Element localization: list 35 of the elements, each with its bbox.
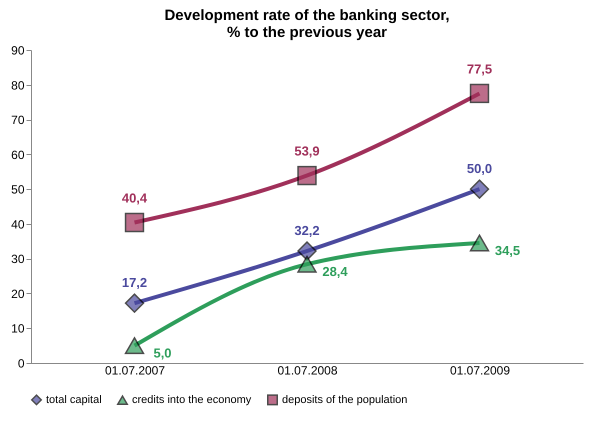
y-tick-label: 70 — [11, 113, 25, 128]
point — [470, 84, 490, 104]
point — [470, 179, 490, 199]
data-label: 17,2 — [122, 275, 148, 290]
point — [124, 337, 144, 354]
x-tick-label: 01.07.2008 — [277, 364, 338, 378]
y-tick-label: 30 — [11, 252, 25, 266]
y-tick-label: 40 — [11, 217, 25, 232]
point — [124, 212, 144, 232]
data-label: 32,2 — [294, 223, 320, 238]
data-label: 50,0 — [466, 161, 492, 176]
point — [297, 166, 317, 186]
point — [124, 293, 144, 313]
point — [470, 234, 490, 252]
y-tick-label: 50 — [11, 182, 25, 197]
data-label: 28,4 — [322, 264, 348, 280]
y-tick-label: 60 — [11, 148, 25, 162]
data-label: 5,0 — [153, 346, 172, 361]
y-tick-label: 20 — [11, 286, 25, 301]
y-tick-label: 90 — [11, 44, 25, 58]
y-tick-label: 10 — [11, 322, 25, 336]
point — [297, 241, 317, 261]
y-tick-label: 80 — [11, 78, 25, 92]
legend-label: deposits of the population — [282, 394, 408, 406]
point — [297, 256, 317, 273]
y-tick-label: 0 — [18, 356, 25, 370]
data-label: 34,5 — [494, 243, 520, 258]
legend-label: credits into the economy — [132, 394, 252, 406]
chart-title: Development rate of the banking sector, % to the previous year — [164, 7, 450, 41]
x-tick-label: 01.07.2009 — [450, 364, 510, 378]
data-label: 40,4 — [122, 190, 148, 206]
legend-label: total capital — [46, 394, 102, 406]
data-label: 77,5 — [466, 61, 492, 76]
x-tick-label: 01.07.2007 — [104, 364, 166, 378]
data-label: 53,9 — [294, 144, 320, 159]
